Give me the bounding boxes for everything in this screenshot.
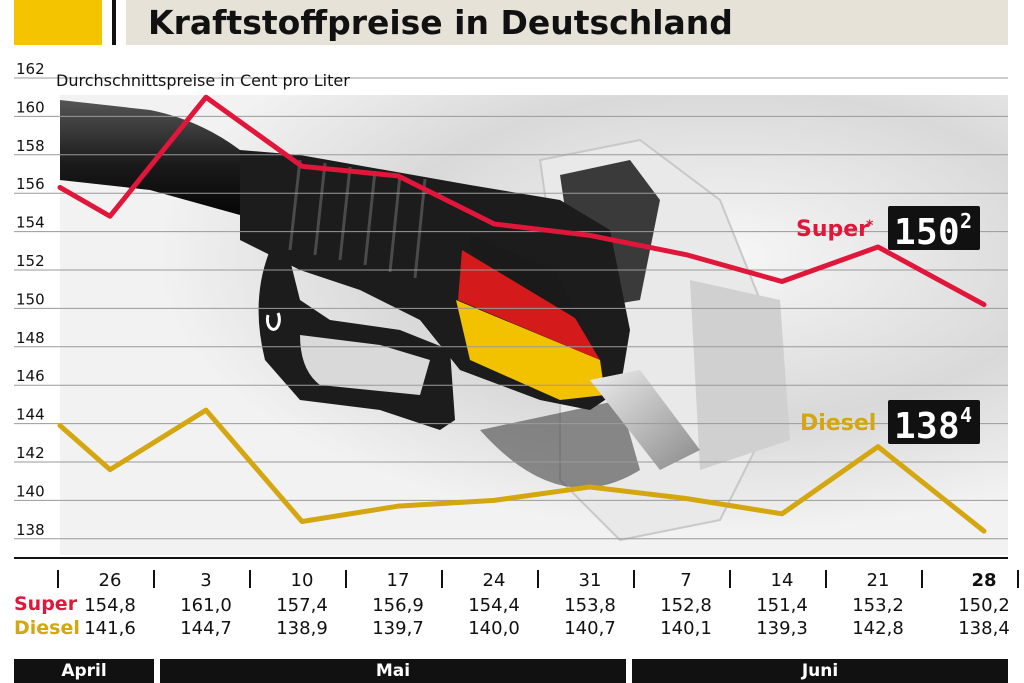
x-tick-label: 14 bbox=[771, 570, 794, 591]
table-row-label-super: Super bbox=[14, 593, 78, 615]
month-band-april: April bbox=[14, 659, 154, 683]
page-title: Kraftstoffpreise in Deutschland bbox=[148, 3, 733, 42]
data-label-super: 154,8 bbox=[84, 595, 136, 616]
y-tick-label: 160 bbox=[16, 98, 45, 116]
y-axis: 138 140 142 144 146 148 150 152 154 156 158 160 162 bbox=[16, 60, 45, 539]
y-tick-label: 142 bbox=[16, 444, 45, 462]
y-tick-label: 154 bbox=[16, 214, 45, 232]
data-label-diesel: 139,7 bbox=[372, 618, 424, 639]
fuel-nozzle-illustration bbox=[60, 95, 1008, 555]
legend-super-marker: * bbox=[866, 218, 874, 234]
x-tick-label: 28 bbox=[971, 570, 996, 591]
display-digit: 2 bbox=[960, 209, 972, 233]
display-digit: 8 bbox=[938, 406, 960, 447]
table-row-label-diesel: Diesel bbox=[14, 617, 80, 639]
data-label-super: 156,9 bbox=[372, 595, 424, 616]
y-tick-label: 162 bbox=[16, 60, 45, 78]
data-label-super: 151,4 bbox=[756, 595, 808, 616]
data-label-super: 152,8 bbox=[660, 595, 712, 616]
data-label-diesel: 140,7 bbox=[564, 618, 616, 639]
month-band-juni: Juni bbox=[632, 659, 1008, 683]
y-tick-label: 158 bbox=[16, 137, 45, 155]
chart-subtitle: Durchschnittspreise in Cent pro Liter bbox=[56, 71, 350, 90]
x-tick-label: 7 bbox=[680, 570, 691, 591]
data-label-diesel: 138,9 bbox=[276, 618, 328, 639]
chart-gridlines bbox=[14, 77, 1008, 559]
data-label-diesel: 140,0 bbox=[468, 618, 520, 639]
data-label-super: 150,2 bbox=[958, 595, 1010, 616]
display-digit: 4 bbox=[960, 403, 972, 427]
data-label-diesel: 142,8 bbox=[852, 618, 904, 639]
y-tick-label: 144 bbox=[16, 406, 45, 424]
data-label-super: 161,0 bbox=[180, 595, 232, 616]
data-label-diesel: 144,7 bbox=[180, 618, 232, 639]
x-tick-label: 31 bbox=[579, 570, 602, 591]
header-accent-block bbox=[14, 0, 102, 45]
data-label-diesel: 138,4 bbox=[958, 618, 1010, 639]
data-label-diesel: 141,6 bbox=[84, 618, 136, 639]
x-tick-label: 26 bbox=[99, 570, 122, 591]
x-tick-label: 17 bbox=[387, 570, 410, 591]
y-tick-label: 152 bbox=[16, 252, 45, 270]
header-separator bbox=[112, 0, 116, 45]
data-label-diesel: 139,3 bbox=[756, 618, 808, 639]
display-digit: 1 bbox=[894, 212, 916, 253]
y-tick-label: 146 bbox=[16, 367, 45, 385]
x-tick-label: 21 bbox=[867, 570, 890, 591]
display-digit: 3 bbox=[916, 406, 938, 447]
data-label-super: 153,2 bbox=[852, 595, 904, 616]
data-label-super: 154,4 bbox=[468, 595, 520, 616]
display-digit: 0 bbox=[938, 212, 960, 253]
display-panel bbox=[888, 206, 980, 250]
chart-series bbox=[57, 94, 987, 534]
x-tick-label: 3 bbox=[200, 570, 211, 591]
y-tick-label: 140 bbox=[16, 482, 45, 500]
display-digit: 5 bbox=[916, 212, 938, 253]
legend-super-label: Super bbox=[796, 217, 869, 242]
x-tick-label: 24 bbox=[483, 570, 506, 591]
y-tick-label: 156 bbox=[16, 175, 45, 193]
y-tick-label: 138 bbox=[16, 521, 45, 539]
header-bar: Kraftstoffpreise in Deutschland bbox=[126, 0, 1008, 45]
month-band-mai: Mai bbox=[160, 659, 626, 683]
y-tick-label: 148 bbox=[16, 329, 45, 347]
display-digit: 1 bbox=[894, 406, 916, 447]
data-label-super: 153,8 bbox=[564, 595, 616, 616]
y-tick-label: 150 bbox=[16, 290, 45, 308]
legend-diesel-label: Diesel bbox=[800, 411, 876, 436]
display-panel bbox=[888, 400, 980, 444]
x-tick-label: 10 bbox=[291, 570, 314, 591]
data-label-super: 157,4 bbox=[276, 595, 328, 616]
data-label-diesel: 140,1 bbox=[660, 618, 712, 639]
